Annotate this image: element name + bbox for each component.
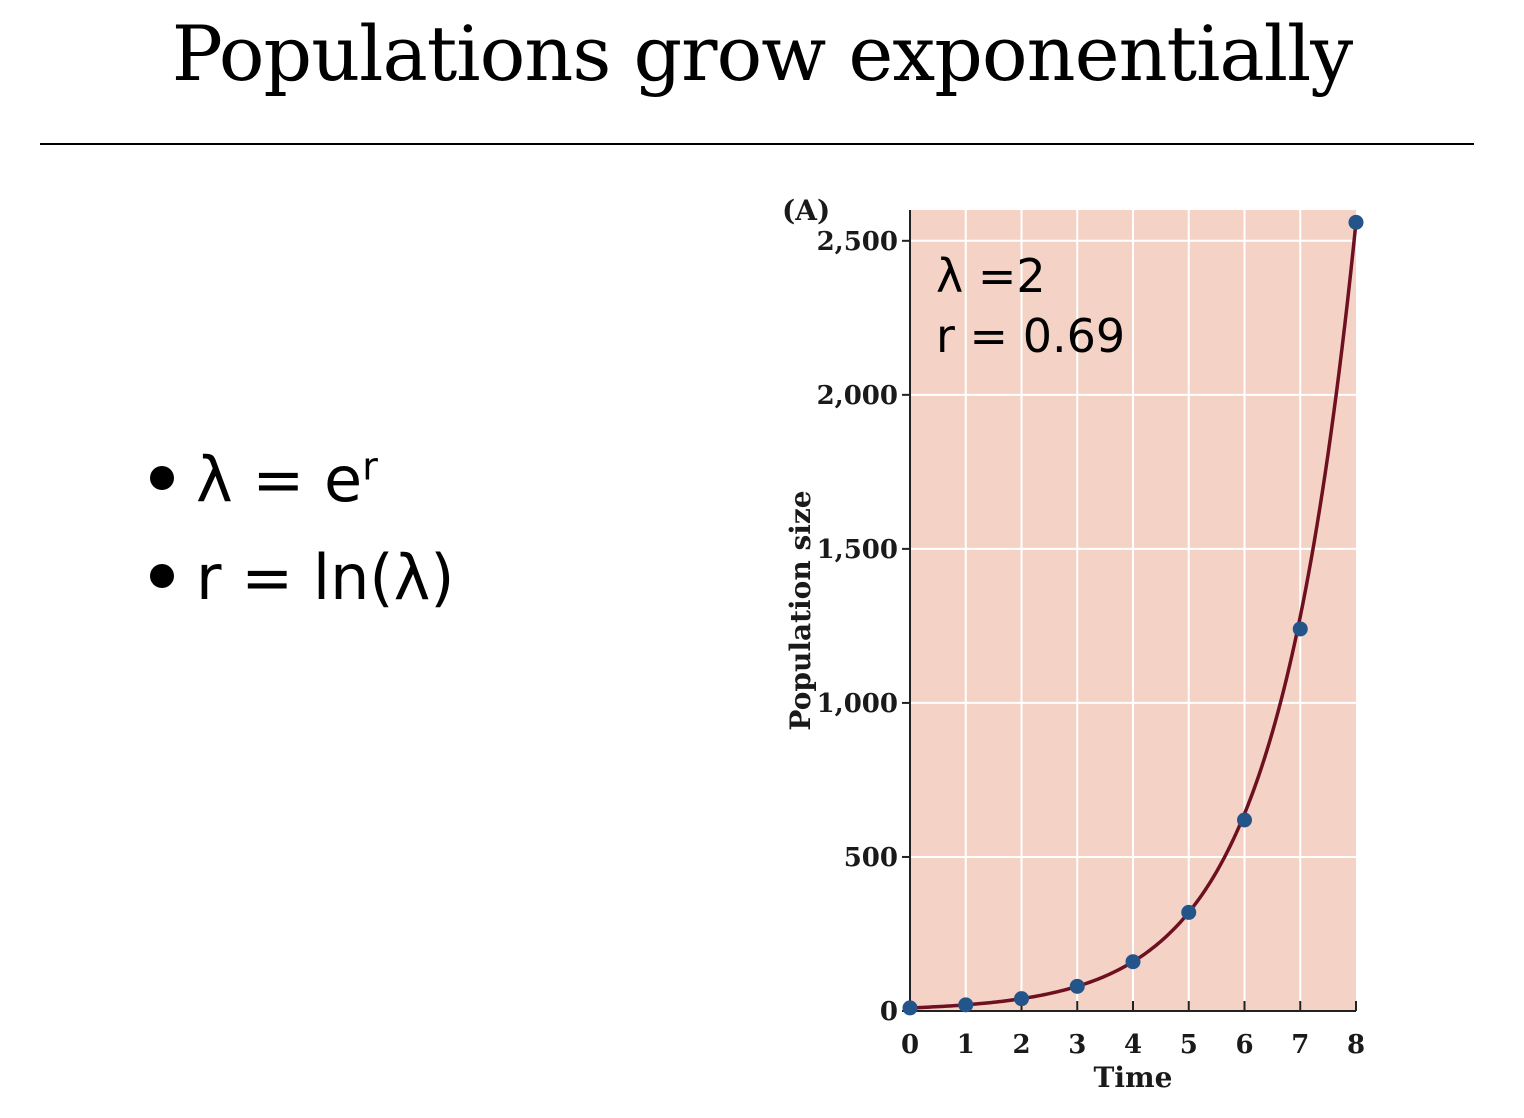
x-axis-title: Time (1094, 1061, 1173, 1094)
x-tick-label: 0 (901, 1030, 919, 1060)
x-tick-label: 6 (1235, 1030, 1253, 1060)
x-tick-label: 8 (1347, 1030, 1365, 1060)
data-points (902, 214, 1364, 1016)
population-chart: (A) 0 500 1,000 1,500 2,000 2,500 0 1 2 3 4 5 6 7 8 λ … (782, 194, 1365, 1094)
y-tick-label: 2,000 (817, 381, 898, 411)
x-tick-label: 3 (1068, 1030, 1086, 1060)
x-tick-label: 7 (1291, 1030, 1309, 1060)
lambda-annotation: λ =2 (936, 249, 1046, 303)
data-point (1014, 991, 1029, 1007)
title-divider (40, 143, 1474, 145)
data-point (1181, 904, 1197, 920)
data-point (902, 1000, 918, 1016)
axes: 0 500 1,000 1,500 2,000 2,500 0 1 2 3 4 5 6 7 8 (817, 210, 1365, 1060)
y-tick-label: 1,000 (817, 689, 898, 719)
bullet-item: λ = er (150, 440, 454, 538)
bullet-dot-icon (150, 465, 174, 490)
y-axis-title: Population size (784, 490, 817, 730)
data-point (1348, 214, 1364, 230)
x-tick-label: 2 (1012, 1030, 1030, 1060)
data-point (1292, 621, 1308, 637)
bullet-superscript: r (362, 444, 378, 489)
data-point (1069, 978, 1085, 994)
bullet-list: λ = er r = ln(λ) (150, 440, 454, 636)
x-tick-label: 4 (1124, 1030, 1142, 1060)
gridlines (910, 210, 1356, 1011)
bullet-item: r = ln(λ) (150, 538, 454, 636)
bullet-text: λ = e (196, 443, 363, 516)
r-annotation: r = 0.69 (936, 309, 1125, 363)
y-tick-label: 0 (880, 997, 898, 1027)
bullet-dot-icon (150, 563, 174, 588)
x-tick-label: 1 (957, 1030, 975, 1060)
y-tick-label: 1,500 (817, 535, 898, 565)
bullet-text: r = ln(λ) (196, 541, 455, 614)
data-point (958, 997, 974, 1013)
data-point (1237, 812, 1252, 828)
x-tick-label: 5 (1180, 1030, 1198, 1060)
slide-title: Populations grow exponentially (171, 9, 1354, 98)
y-tick-label: 500 (844, 843, 898, 873)
y-tick-label: 2,500 (817, 227, 898, 257)
panel-label: (A) (782, 194, 830, 227)
data-point (1125, 954, 1141, 970)
